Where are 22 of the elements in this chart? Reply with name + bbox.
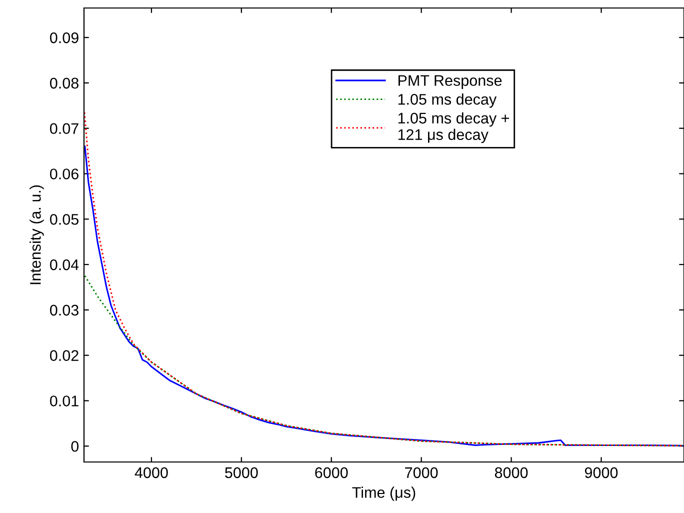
legend-label: 1.05 ms decay xyxy=(398,94,497,108)
y-tick-label: 0.01 xyxy=(50,396,78,406)
y-tick-label: 0.06 xyxy=(50,168,78,180)
y-tick-label: 0.04 xyxy=(50,259,79,270)
legend-label: PMT Response xyxy=(398,75,502,89)
y-axis-title: Intensity (a. u.) xyxy=(30,185,44,284)
x-tick-label: 4000 xyxy=(134,467,168,478)
x-tick-label: 6000 xyxy=(315,467,348,478)
legend-label: 1.05 ms decay + 121 μs decay xyxy=(398,112,510,144)
y-tick-label: 0.08 xyxy=(50,78,78,89)
x-axis-title: Time (μs) xyxy=(352,486,416,501)
x-tick-label: 7000 xyxy=(405,467,438,478)
y-tick-label: 0 xyxy=(71,440,79,452)
x-tick-label: 8000 xyxy=(494,467,528,478)
y-tick-label: 0.07 xyxy=(50,123,78,134)
x-tick-label: 9000 xyxy=(584,467,618,478)
y-tick-label: 0.05 xyxy=(50,214,78,225)
y-tick-label: 0.03 xyxy=(50,304,78,316)
x-tick-label: 5000 xyxy=(225,467,258,478)
y-tick-label: 0.02 xyxy=(50,350,78,361)
line-series xyxy=(84,275,683,446)
y-tick-label: 0.09 xyxy=(50,32,78,44)
